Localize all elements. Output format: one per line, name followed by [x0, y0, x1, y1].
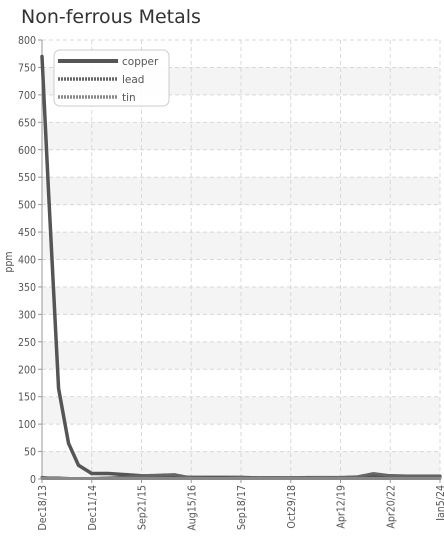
legend-label-tin: tin — [122, 92, 136, 104]
y-tick-label: 50 — [24, 447, 36, 459]
y-tick-label: 750 — [18, 62, 36, 74]
y-axis-label: ppm — [3, 251, 15, 272]
x-tick-label: Jan5/24 — [435, 485, 444, 522]
chart-title: Non-ferrous Metals — [21, 6, 201, 28]
y-tick-label: 600 — [18, 145, 36, 157]
y-ticks: 0 50 100 150 200 250 300 350 400 450 500 550 600 650 7… — [18, 35, 42, 486]
y-tick-label: 150 — [18, 392, 36, 404]
legend-label-copper: copper — [122, 56, 159, 68]
y-tick-label: 200 — [18, 364, 36, 376]
y-tick-label: 300 — [18, 309, 36, 321]
x-tick-label: Apr12/19 — [336, 485, 348, 529]
y-tick-label: 700 — [18, 90, 36, 102]
y-tick-label: 100 — [18, 419, 36, 431]
x-tick-label: Oct29/18 — [286, 485, 298, 529]
y-tick-label: 450 — [18, 227, 36, 239]
y-tick-label: 650 — [18, 117, 36, 129]
y-tick-label: 800 — [18, 35, 36, 47]
y-tick-label: 0 — [30, 474, 36, 486]
y-tick-label: 400 — [18, 255, 36, 267]
y-tick-label: 500 — [18, 200, 36, 212]
x-tick-label: Aug15/16 — [186, 485, 198, 531]
x-tick-label: Sep18/17 — [236, 485, 248, 530]
y-tick-label: 350 — [18, 282, 36, 294]
x-tick-label: Dec18/13 — [37, 485, 49, 531]
x-tick-label: Sep21/15 — [137, 485, 149, 530]
y-tick-label: 550 — [18, 172, 36, 184]
x-tick-label: Apr20/22 — [385, 485, 397, 529]
x-tick-label: Dec11/14 — [87, 485, 99, 531]
x-ticks: Dec18/13 Dec11/14 Sep21/15 Aug15/16 Sep18/17… — [37, 479, 444, 531]
legend: copper lead tin — [53, 49, 170, 107]
legend-box — [53, 49, 170, 107]
y-tick-label: 250 — [18, 337, 36, 349]
legend-label-lead: lead — [122, 74, 144, 86]
series-lines — [40, 54, 442, 480]
